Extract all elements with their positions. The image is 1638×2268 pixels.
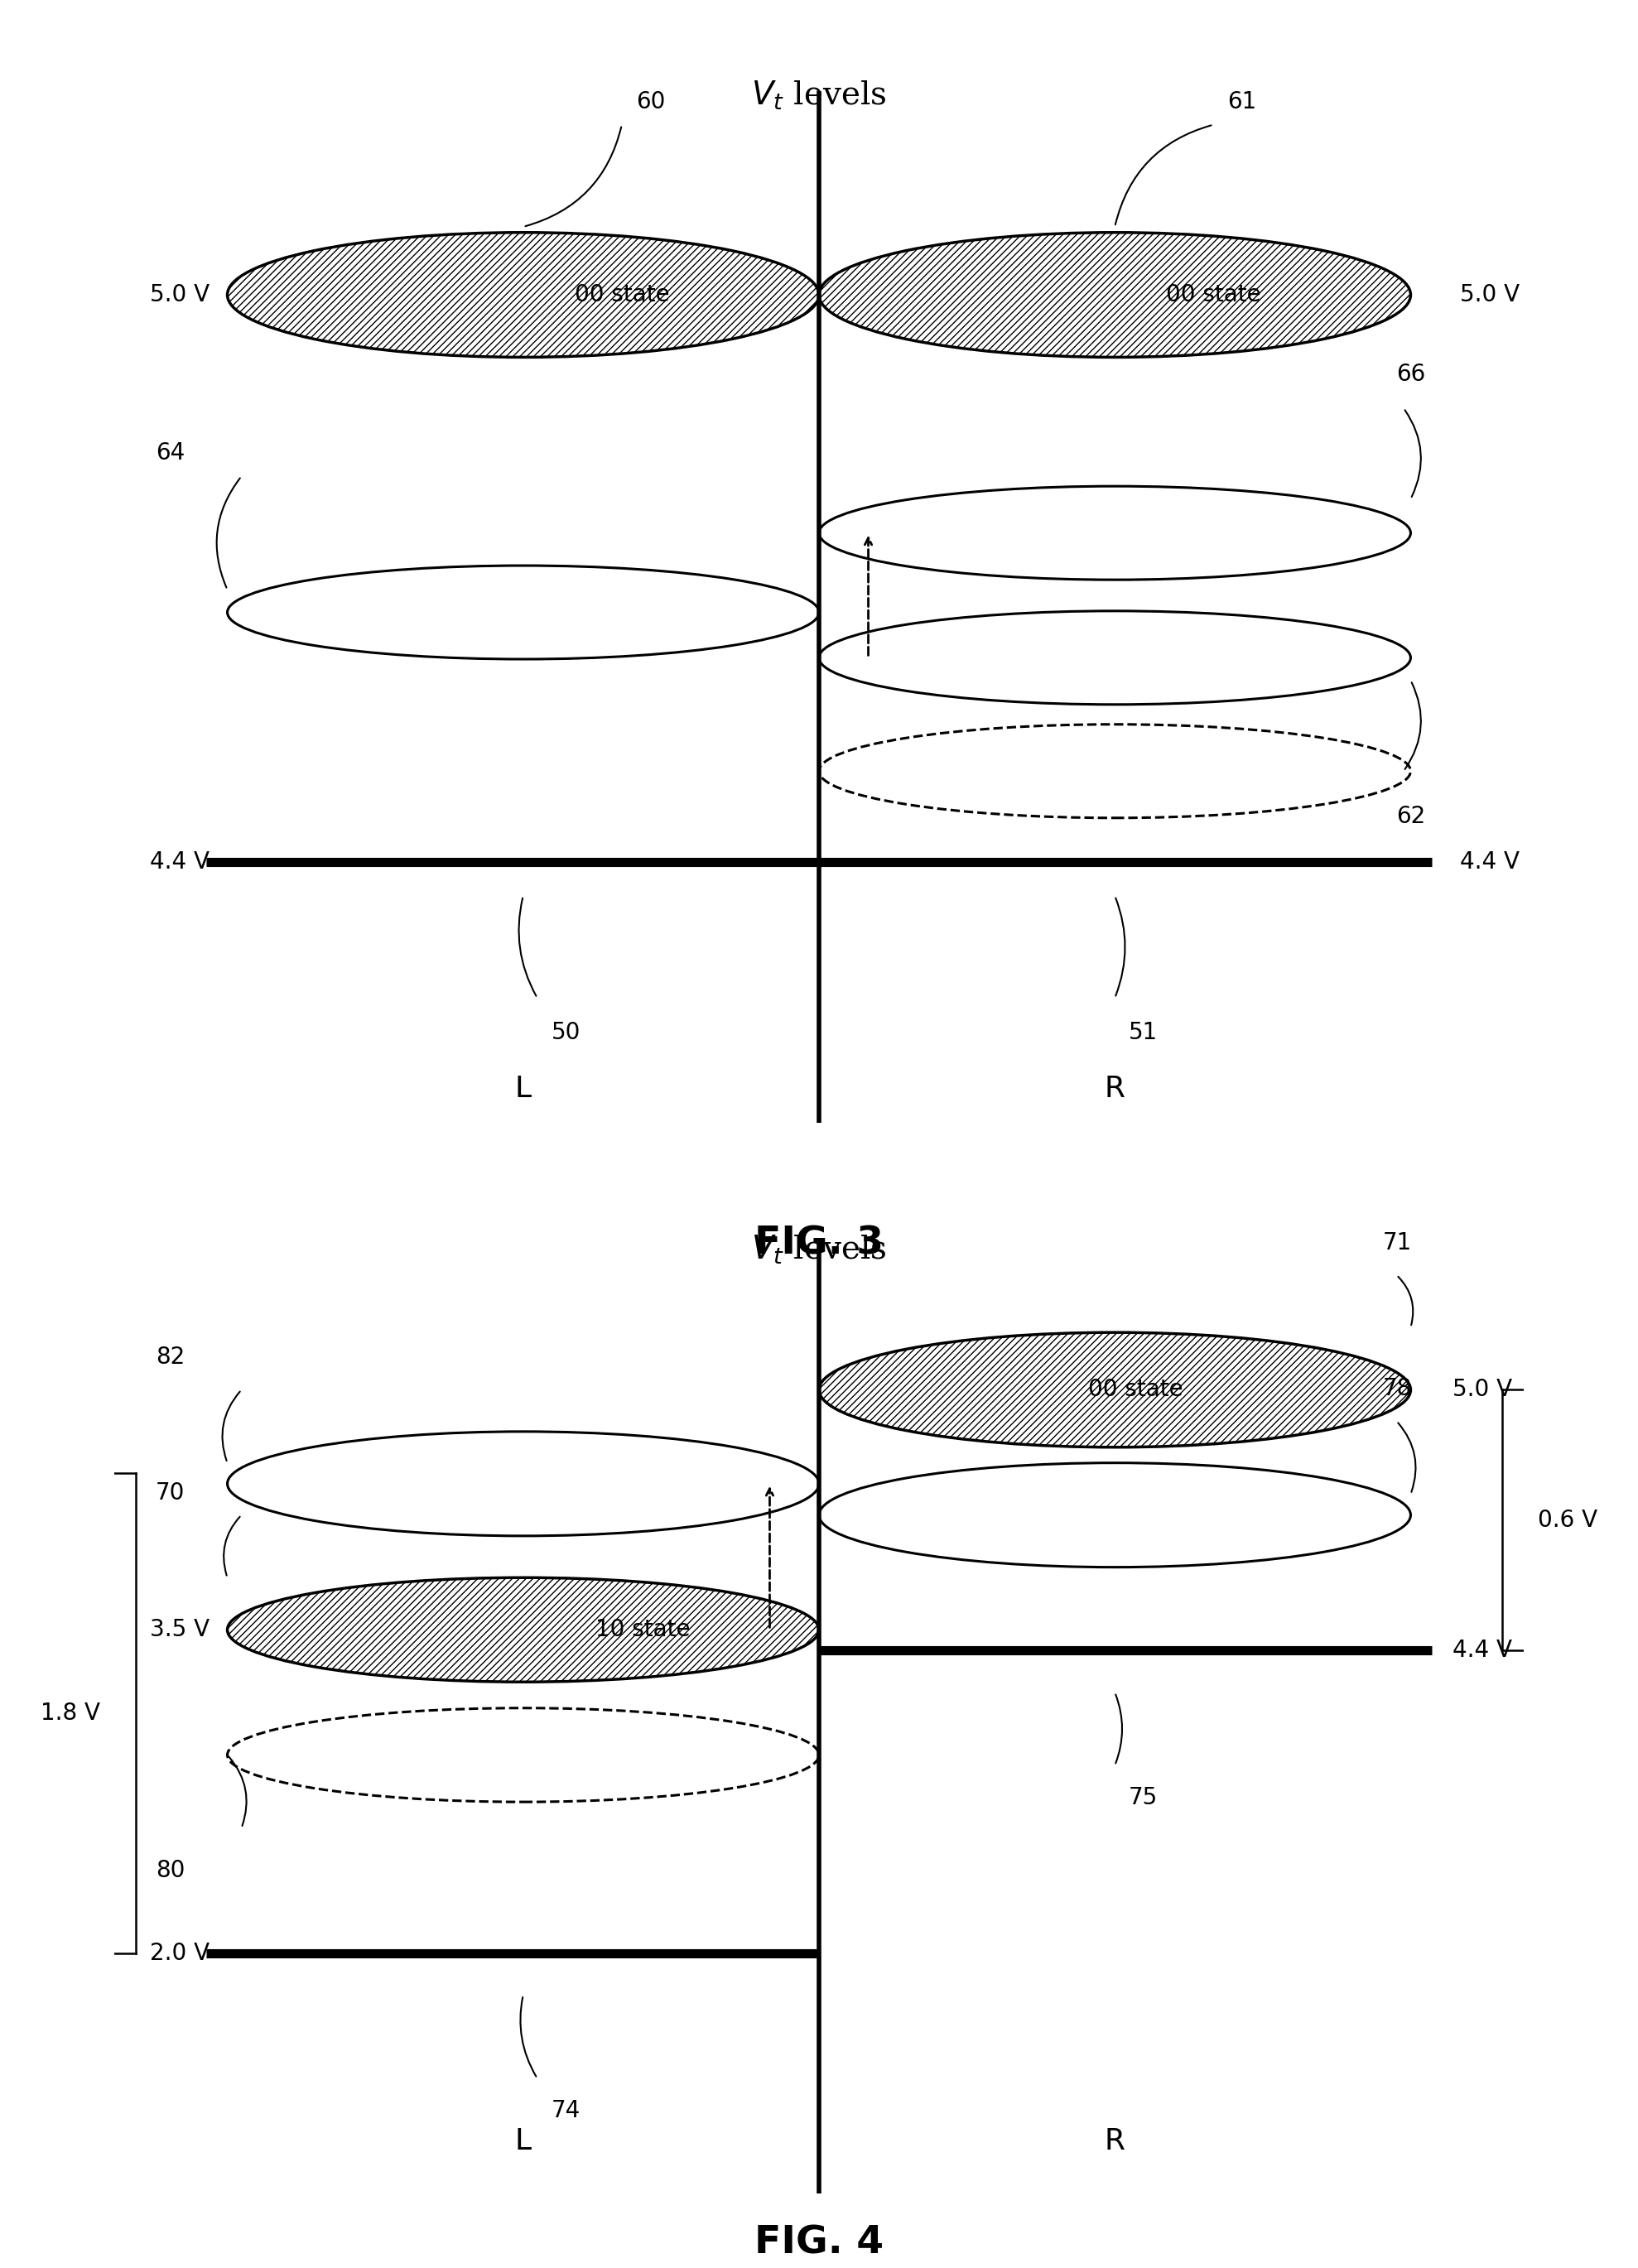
Text: 66: 66 xyxy=(1397,363,1425,386)
Text: 71: 71 xyxy=(1382,1232,1412,1254)
Text: 64: 64 xyxy=(156,442,185,465)
Text: 5.0 V: 5.0 V xyxy=(1459,284,1520,306)
Text: 75: 75 xyxy=(1129,1787,1158,1810)
Text: FIG. 4: FIG. 4 xyxy=(755,2225,883,2261)
Text: 60: 60 xyxy=(636,91,665,113)
Text: 82: 82 xyxy=(156,1345,185,1370)
Ellipse shape xyxy=(228,234,819,356)
Text: 4.4 V: 4.4 V xyxy=(1459,850,1520,873)
Text: 74: 74 xyxy=(552,2100,580,2123)
Text: 00 state: 00 state xyxy=(1089,1379,1183,1402)
Text: 2.0 V: 2.0 V xyxy=(151,1941,210,1964)
Ellipse shape xyxy=(228,1579,819,1683)
Text: 10 state: 10 state xyxy=(596,1617,690,1642)
Ellipse shape xyxy=(819,1331,1410,1447)
Text: 61: 61 xyxy=(1227,91,1256,113)
Text: 62: 62 xyxy=(1397,805,1425,828)
Text: L: L xyxy=(514,2127,531,2155)
Text: 4.4 V: 4.4 V xyxy=(1453,1640,1512,1662)
Text: 0.6 V: 0.6 V xyxy=(1538,1508,1597,1531)
Text: L: L xyxy=(514,1075,531,1102)
Text: 5.0 V: 5.0 V xyxy=(151,284,210,306)
Ellipse shape xyxy=(819,234,1410,356)
Text: 1.8 V: 1.8 V xyxy=(41,1701,100,1726)
Text: R: R xyxy=(1104,2127,1125,2155)
Text: 4.4 V: 4.4 V xyxy=(151,850,210,873)
Text: 50: 50 xyxy=(552,1021,580,1043)
Text: R: R xyxy=(1104,1075,1125,1102)
Text: $V_t$ levels: $V_t$ levels xyxy=(752,79,886,111)
Text: 00 state: 00 state xyxy=(575,284,670,306)
Text: 3.5 V: 3.5 V xyxy=(151,1617,210,1642)
Text: 78: 78 xyxy=(1382,1377,1412,1399)
Text: 80: 80 xyxy=(156,1860,185,1882)
Text: 00 state: 00 state xyxy=(1166,284,1261,306)
Text: FIG. 3: FIG. 3 xyxy=(755,1225,883,1261)
Text: 51: 51 xyxy=(1129,1021,1158,1043)
Text: $V_t$ levels: $V_t$ levels xyxy=(752,1234,886,1266)
Text: 70: 70 xyxy=(156,1481,185,1504)
Text: 5.0 V: 5.0 V xyxy=(1453,1379,1512,1402)
